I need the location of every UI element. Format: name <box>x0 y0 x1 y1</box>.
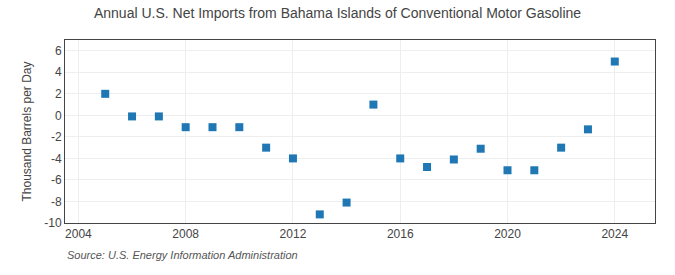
svg-text:2: 2 <box>55 87 62 101</box>
svg-text:2020: 2020 <box>494 227 521 241</box>
svg-text:-8: -8 <box>51 195 62 209</box>
svg-text:6: 6 <box>55 44 62 58</box>
svg-text:2012: 2012 <box>280 227 307 241</box>
svg-text:-4: -4 <box>51 152 62 166</box>
svg-text:0: 0 <box>55 109 62 123</box>
svg-text:Annual U.S. Net Imports from B: Annual U.S. Net Imports from Bahama Isla… <box>94 5 581 21</box>
svg-text:Source: U.S. Energy Informatio: Source: U.S. Energy Information Administ… <box>67 249 298 261</box>
svg-text:4: 4 <box>55 65 62 79</box>
svg-text:-2: -2 <box>51 130 62 144</box>
svg-text:-10: -10 <box>44 216 62 230</box>
svg-text:2024: 2024 <box>601 227 628 241</box>
svg-text:Thousand Barrels per Day: Thousand Barrels per Day <box>20 61 34 201</box>
svg-text:-6: -6 <box>51 173 62 187</box>
svg-text:2008: 2008 <box>172 227 199 241</box>
svg-text:2016: 2016 <box>387 227 414 241</box>
svg-text:2004: 2004 <box>65 227 92 241</box>
